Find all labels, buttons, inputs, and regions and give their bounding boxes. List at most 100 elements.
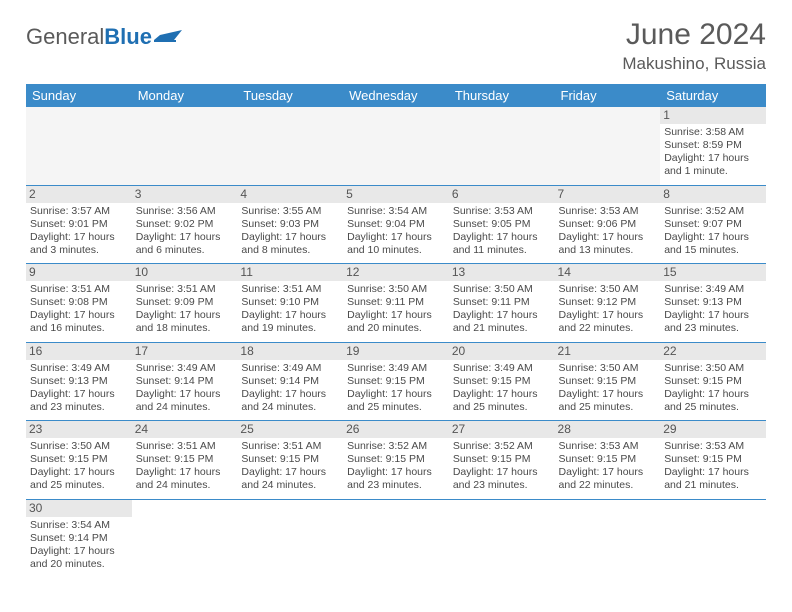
daylight-line-1: Daylight: 17 hours xyxy=(559,466,657,479)
calendar-week: 2Sunrise: 3:57 AMSunset: 9:01 PMDaylight… xyxy=(26,185,766,264)
daylight-line-1: Daylight: 17 hours xyxy=(136,466,234,479)
sunset-text: Sunset: 9:15 PM xyxy=(559,453,657,466)
calendar-day-cell: 17Sunrise: 3:49 AMSunset: 9:14 PMDayligh… xyxy=(132,342,238,421)
daylight-line-1: Daylight: 17 hours xyxy=(347,309,445,322)
daylight-line-2: and 25 minutes. xyxy=(453,401,551,414)
sunrise-text: Sunrise: 3:54 AM xyxy=(347,205,445,218)
sunset-text: Sunset: 9:05 PM xyxy=(453,218,551,231)
title-block: June 2024 Makushino, Russia xyxy=(622,18,766,74)
calendar-day-cell: 22Sunrise: 3:50 AMSunset: 9:15 PMDayligh… xyxy=(660,342,766,421)
calendar-day-cell: 21Sunrise: 3:50 AMSunset: 9:15 PMDayligh… xyxy=(555,342,661,421)
calendar-day-cell: 27Sunrise: 3:52 AMSunset: 9:15 PMDayligh… xyxy=(449,421,555,500)
sunset-text: Sunset: 9:12 PM xyxy=(559,296,657,309)
daylight-line-2: and 18 minutes. xyxy=(136,322,234,335)
day-number: 9 xyxy=(26,264,132,281)
calendar-day-cell: 19Sunrise: 3:49 AMSunset: 9:15 PMDayligh… xyxy=(343,342,449,421)
sunrise-text: Sunrise: 3:50 AM xyxy=(30,440,128,453)
logo: GeneralBlue xyxy=(26,24,184,50)
daylight-line-1: Daylight: 17 hours xyxy=(136,388,234,401)
sunset-text: Sunset: 9:06 PM xyxy=(559,218,657,231)
daylight-line-1: Daylight: 17 hours xyxy=(241,231,339,244)
calendar-day-cell: 10Sunrise: 3:51 AMSunset: 9:09 PMDayligh… xyxy=(132,264,238,343)
calendar-day-cell xyxy=(237,499,343,577)
logo-text: GeneralBlue xyxy=(26,24,152,50)
sunrise-text: Sunrise: 3:53 AM xyxy=(559,440,657,453)
weekday-header: Thursday xyxy=(449,84,555,107)
daylight-line-1: Daylight: 17 hours xyxy=(664,309,762,322)
sunrise-text: Sunrise: 3:50 AM xyxy=(347,283,445,296)
sunrise-text: Sunrise: 3:51 AM xyxy=(241,440,339,453)
daylight-line-2: and 13 minutes. xyxy=(559,244,657,257)
location: Makushino, Russia xyxy=(622,54,766,74)
daylight-line-1: Daylight: 17 hours xyxy=(453,388,551,401)
day-number: 18 xyxy=(237,343,343,360)
calendar: SundayMondayTuesdayWednesdayThursdayFrid… xyxy=(26,84,766,577)
calendar-day-cell xyxy=(237,107,343,185)
daylight-line-2: and 24 minutes. xyxy=(136,401,234,414)
day-number: 26 xyxy=(343,421,449,438)
daylight-line-2: and 24 minutes. xyxy=(241,479,339,492)
calendar-day-cell: 15Sunrise: 3:49 AMSunset: 9:13 PMDayligh… xyxy=(660,264,766,343)
calendar-day-cell xyxy=(660,499,766,577)
daylight-line-2: and 24 minutes. xyxy=(136,479,234,492)
day-number: 11 xyxy=(237,264,343,281)
sunrise-text: Sunrise: 3:49 AM xyxy=(453,362,551,375)
day-number: 7 xyxy=(555,186,661,203)
month-title: June 2024 xyxy=(622,18,766,52)
daylight-line-1: Daylight: 17 hours xyxy=(136,309,234,322)
daylight-line-1: Daylight: 17 hours xyxy=(136,231,234,244)
daylight-line-1: Daylight: 17 hours xyxy=(30,545,128,558)
sunset-text: Sunset: 9:15 PM xyxy=(453,375,551,388)
day-number: 2 xyxy=(26,186,132,203)
calendar-day-cell: 16Sunrise: 3:49 AMSunset: 9:13 PMDayligh… xyxy=(26,342,132,421)
sunrise-text: Sunrise: 3:53 AM xyxy=(559,205,657,218)
sunrise-text: Sunrise: 3:50 AM xyxy=(664,362,762,375)
daylight-line-1: Daylight: 17 hours xyxy=(347,231,445,244)
day-number: 3 xyxy=(132,186,238,203)
sunset-text: Sunset: 9:15 PM xyxy=(347,453,445,466)
calendar-day-cell xyxy=(132,499,238,577)
calendar-day-cell: 24Sunrise: 3:51 AMSunset: 9:15 PMDayligh… xyxy=(132,421,238,500)
daylight-line-2: and 1 minute. xyxy=(664,165,762,178)
calendar-day-cell: 12Sunrise: 3:50 AMSunset: 9:11 PMDayligh… xyxy=(343,264,449,343)
sunset-text: Sunset: 9:07 PM xyxy=(664,218,762,231)
sunrise-text: Sunrise: 3:57 AM xyxy=(30,205,128,218)
day-number: 10 xyxy=(132,264,238,281)
weekday-header: Tuesday xyxy=(237,84,343,107)
daylight-line-2: and 23 minutes. xyxy=(30,401,128,414)
sunset-text: Sunset: 9:15 PM xyxy=(30,453,128,466)
sunrise-text: Sunrise: 3:50 AM xyxy=(559,283,657,296)
calendar-day-cell xyxy=(449,499,555,577)
sunset-text: Sunset: 9:14 PM xyxy=(136,375,234,388)
daylight-line-2: and 23 minutes. xyxy=(347,479,445,492)
day-number: 25 xyxy=(237,421,343,438)
flag-icon xyxy=(154,26,184,49)
sunrise-text: Sunrise: 3:49 AM xyxy=(30,362,128,375)
daylight-line-1: Daylight: 17 hours xyxy=(347,466,445,479)
calendar-day-cell: 18Sunrise: 3:49 AMSunset: 9:14 PMDayligh… xyxy=(237,342,343,421)
daylight-line-2: and 22 minutes. xyxy=(559,322,657,335)
sunset-text: Sunset: 9:14 PM xyxy=(241,375,339,388)
sunset-text: Sunset: 9:15 PM xyxy=(347,375,445,388)
weekday-header: Saturday xyxy=(660,84,766,107)
sunrise-text: Sunrise: 3:55 AM xyxy=(241,205,339,218)
daylight-line-2: and 21 minutes. xyxy=(453,322,551,335)
day-number: 27 xyxy=(449,421,555,438)
calendar-day-cell: 5Sunrise: 3:54 AMSunset: 9:04 PMDaylight… xyxy=(343,185,449,264)
daylight-line-2: and 19 minutes. xyxy=(241,322,339,335)
daylight-line-2: and 21 minutes. xyxy=(664,479,762,492)
calendar-day-cell: 3Sunrise: 3:56 AMSunset: 9:02 PMDaylight… xyxy=(132,185,238,264)
daylight-line-1: Daylight: 17 hours xyxy=(30,309,128,322)
day-number: 20 xyxy=(449,343,555,360)
sunset-text: Sunset: 9:14 PM xyxy=(30,532,128,545)
sunset-text: Sunset: 9:15 PM xyxy=(136,453,234,466)
daylight-line-2: and 20 minutes. xyxy=(347,322,445,335)
calendar-week: 9Sunrise: 3:51 AMSunset: 9:08 PMDaylight… xyxy=(26,264,766,343)
sunset-text: Sunset: 9:11 PM xyxy=(453,296,551,309)
sunrise-text: Sunrise: 3:49 AM xyxy=(347,362,445,375)
day-number: 24 xyxy=(132,421,238,438)
daylight-line-2: and 16 minutes. xyxy=(30,322,128,335)
sunset-text: Sunset: 9:02 PM xyxy=(136,218,234,231)
calendar-day-cell xyxy=(555,107,661,185)
sunset-text: Sunset: 9:15 PM xyxy=(559,375,657,388)
